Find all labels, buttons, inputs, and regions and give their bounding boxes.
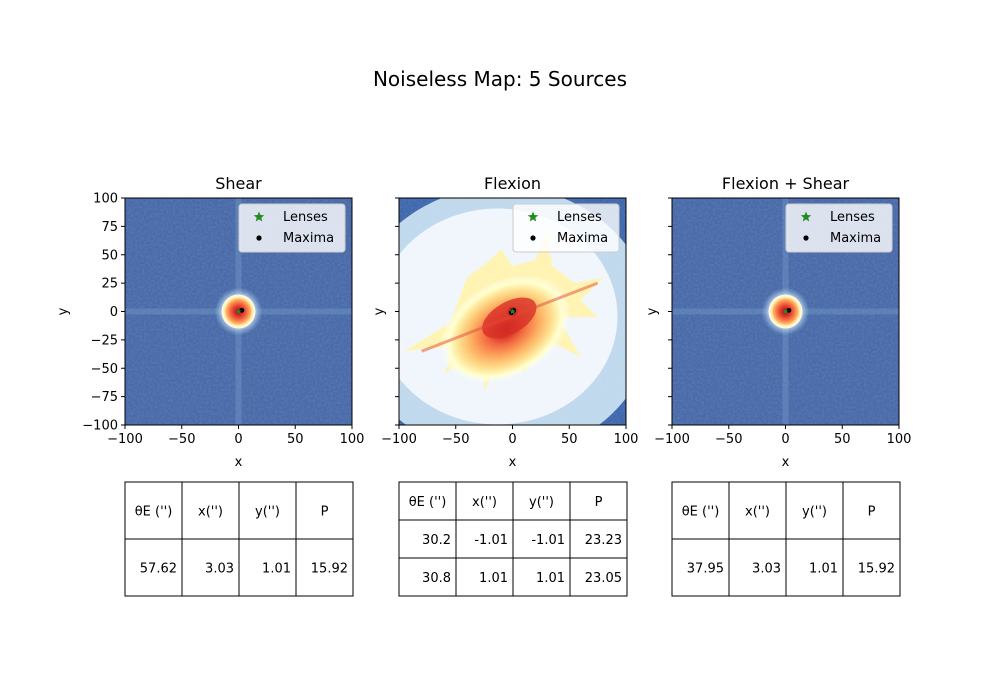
table-cell: 57.62: [140, 562, 177, 577]
x-axis-label: x: [235, 455, 243, 470]
legend-maxima-marker: [803, 235, 809, 241]
table-cell: 30.8: [422, 571, 451, 586]
y-axis-label: y: [372, 307, 387, 315]
panel-2: −100 −50 0 50 100 x y Flexion + Shear Lenses Maxi…: [645, 174, 912, 597]
legend-lens-marker: [253, 211, 265, 222]
table-header-cell: P: [595, 495, 603, 510]
y-tick-label: −25: [91, 333, 118, 348]
table-header-cell: x(''): [745, 505, 770, 520]
table-cell: 30.2: [422, 533, 451, 548]
lens-point-0: [782, 308, 789, 315]
y-axis-label: y: [645, 307, 660, 315]
panels: −100 −50 0 50 100 100 75 50 25 0 −25 −50 −75 −100 x y Sh…: [56, 174, 912, 597]
table-header-cell: θE (''): [409, 495, 447, 510]
table-cell: 3.03: [752, 562, 781, 577]
table-header-cell: y(''): [802, 505, 827, 520]
panel-0: −100 −50 0 50 100 100 75 50 25 0 −25 −50 −75 −100 x y Sh…: [56, 174, 365, 597]
table-cell: -1.01: [531, 533, 565, 548]
legend: Lenses Maxima: [238, 203, 346, 253]
table-header-cell: θE (''): [682, 505, 720, 520]
x-tick-label: 50: [834, 432, 851, 447]
table-header-cell: P: [868, 505, 876, 520]
table-cell: 15.92: [311, 562, 348, 577]
results-table: θE ('') x('') y('') P 30.2 -1.01 -1.01 23.23 30.…: [398, 481, 628, 597]
y-tick-label: −75: [91, 390, 118, 405]
table-cell: 15.92: [858, 562, 895, 577]
legend-entry-lenses: Lenses: [830, 210, 875, 225]
map-streak: [421, 281, 599, 353]
y-tick-label: 0: [110, 305, 118, 320]
figure-title: Noiseless Map: 5 Sources: [373, 67, 627, 91]
x-tick-label: −50: [442, 432, 469, 447]
x-tick-label: 0: [508, 432, 516, 447]
x-tick-label: 100: [614, 432, 639, 447]
table-header-cell: y(''): [529, 495, 554, 510]
maxima-point-0: [786, 307, 792, 313]
maxima-point-0: [239, 307, 245, 313]
table-cell: 1.01: [809, 562, 838, 577]
results-table: θE ('') x('') y('') P 57.62 3.03 1.01 15.92: [124, 481, 354, 597]
x-tick-label: 0: [234, 432, 242, 447]
table-cell: 1.01: [536, 571, 565, 586]
legend-box: [785, 203, 893, 253]
legend: Lenses Maxima: [512, 203, 620, 253]
legend: Lenses Maxima: [785, 203, 893, 253]
table-header-cell: x(''): [198, 505, 223, 520]
x-tick-label: −100: [381, 432, 417, 447]
legend-box: [238, 203, 346, 253]
y-tick-label: 25: [101, 277, 118, 292]
table-cell: 1.01: [262, 562, 291, 577]
table-cell: 37.95: [687, 562, 724, 577]
legend-entry-maxima: Maxima: [557, 231, 608, 246]
results-table: θE ('') x('') y('') P 37.95 3.03 1.01 15.92: [671, 481, 901, 597]
table-header-cell: P: [321, 505, 329, 520]
table-cell: 1.01: [479, 571, 508, 586]
table-cell: -1.01: [474, 533, 508, 548]
y-tick-label: 50: [101, 248, 118, 263]
legend-maxima-marker: [530, 235, 536, 241]
y-axis-label: y: [56, 307, 71, 315]
x-tick-label: −50: [715, 432, 742, 447]
y-tick-label: 100: [93, 192, 118, 207]
legend-box: [512, 203, 620, 253]
x-tick-label: 100: [340, 432, 365, 447]
x-tick-label: 50: [561, 432, 578, 447]
legend-lens-marker: [527, 211, 539, 222]
x-tick-label: 100: [887, 432, 912, 447]
y-tick-label: 75: [101, 220, 118, 235]
x-axis-label: x: [782, 455, 790, 470]
x-tick-label: −100: [654, 432, 690, 447]
lens-point-0: [509, 308, 516, 315]
legend-entry-lenses: Lenses: [557, 210, 602, 225]
panel-title: Flexion + Shear: [722, 174, 850, 193]
legend-lens-marker: [800, 211, 812, 222]
panel-1: −100 −50 0 50 100 x y Flexion Lenses Maxima θE (''…: [372, 174, 639, 597]
panel-title: Shear: [215, 174, 262, 193]
legend-entry-lenses: Lenses: [283, 210, 328, 225]
y-tick-label: −100: [82, 419, 118, 434]
x-axis-label: x: [509, 455, 517, 470]
table-header-cell: y(''): [255, 505, 280, 520]
x-tick-label: −100: [107, 432, 143, 447]
legend-entry-maxima: Maxima: [283, 231, 334, 246]
x-tick-label: 0: [781, 432, 789, 447]
legend-entry-maxima: Maxima: [830, 231, 881, 246]
table-header-cell: θE (''): [135, 505, 173, 520]
table-cell: 3.03: [205, 562, 234, 577]
x-tick-label: 50: [287, 432, 304, 447]
table-cell: 23.23: [585, 533, 622, 548]
table-cell: 23.05: [585, 571, 622, 586]
x-tick-label: −50: [168, 432, 195, 447]
table-header-cell: x(''): [472, 495, 497, 510]
panel-title: Flexion: [484, 174, 541, 193]
y-tick-label: −50: [91, 362, 118, 377]
legend-maxima-marker: [256, 235, 262, 241]
lens-point-0: [235, 308, 242, 315]
